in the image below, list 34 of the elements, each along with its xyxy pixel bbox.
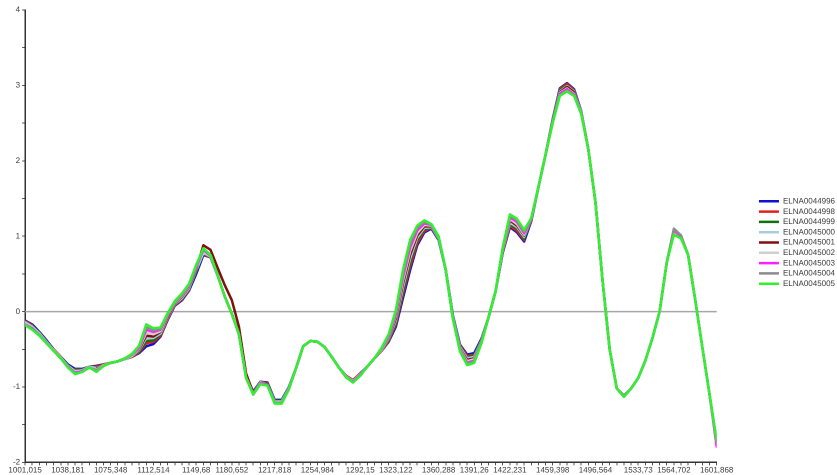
x-tick-label: 1112,514 [137,465,170,474]
legend-label: ELNA0044999 [782,217,836,226]
legend-label: ELNA0045002 [782,248,836,258]
x-tick-label: 1075,348 [94,465,128,474]
y-tick-label: 3 [16,80,21,90]
y-tick-label: 0 [16,306,21,316]
x-tick-label: 1459,398 [536,465,570,474]
x-tick-label: 1601,868 [700,465,734,474]
x-tick-label: 1360,288 [422,465,456,474]
y-tick-label: -2 [12,458,21,467]
y-tick-label: 1 [16,231,21,240]
x-tick-label: 1254,984 [300,465,335,474]
legend-label: ELNA0045005 [782,278,836,288]
legend-label: ELNA0045001 [782,238,836,247]
legend-label: ELNA0045003 [782,258,836,268]
x-tick-label: 1323,122 [379,465,414,474]
x-tick-label: 1180,652 [215,465,249,474]
legend-label: ELNA0044996 [782,196,836,206]
x-tick-label: 1533,73 [624,465,654,474]
x-tick-label: 1391,26 [460,465,490,474]
x-tick-label: 1001,015 [8,465,42,474]
y-tick-label: 4 [16,5,21,14]
x-tick-label: 1217,818 [258,465,292,474]
x-tick-label: 1149,68 [182,465,211,474]
legend-label: ELNA0045004 [782,268,836,278]
x-tick-label: 1564,702 [657,465,692,474]
legend-label: ELNA0044998 [782,206,836,216]
x-tick-label: 1292,15 [346,465,376,474]
y-tick-label: 2 [16,156,21,166]
x-tick-label: 1038,181 [51,465,86,474]
x-tick-label: 1422,231 [493,465,528,474]
legend-label: ELNA0045000 [782,227,836,236]
y-tick-label: -1 [12,382,21,392]
x-tick-label: 1496,564 [578,465,613,474]
